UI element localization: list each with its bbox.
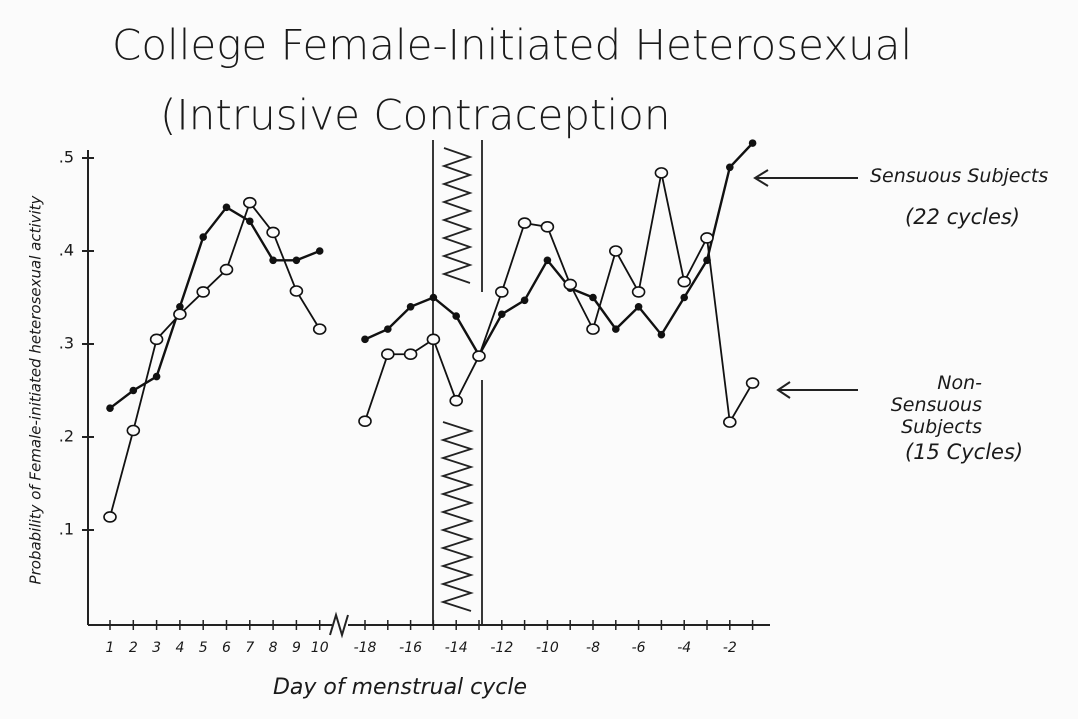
- chart: College Female-Initiated Heterosexual (I…: [0, 0, 1078, 719]
- axis-break: [330, 615, 348, 635]
- x-tick-label: -2: [723, 640, 737, 656]
- point: [197, 287, 209, 297]
- axes: [88, 150, 770, 635]
- x-tick-label: 2: [129, 640, 138, 656]
- point: [384, 325, 392, 333]
- point: [610, 246, 622, 256]
- point: [724, 417, 736, 427]
- series-line: [110, 203, 320, 517]
- point: [452, 312, 460, 320]
- point: [519, 218, 531, 228]
- x-tick-label: 6: [222, 640, 231, 656]
- point: [749, 139, 757, 147]
- y-axis-label: Probability of Female-initiated heterose…: [27, 194, 45, 584]
- point: [498, 310, 506, 318]
- x-tick-label: 3: [152, 640, 161, 656]
- point: [127, 425, 139, 435]
- point: [151, 334, 163, 344]
- x-tick-label: -6: [632, 640, 646, 656]
- point: [635, 303, 643, 311]
- x-tick-label: -14: [445, 640, 468, 656]
- point: [747, 378, 759, 388]
- point: [589, 294, 597, 302]
- y-tick-label: .4: [59, 241, 74, 260]
- point: [314, 324, 326, 334]
- y-tick-label: .2: [59, 427, 74, 446]
- menstruation-band: [433, 140, 482, 625]
- annotation: Sensuous Subjects: [870, 165, 1048, 187]
- x-tick-label: -10: [536, 640, 559, 656]
- chart-subtitle: (Intrusive Contraception: [160, 91, 671, 140]
- point: [680, 294, 688, 302]
- zigzag: [444, 148, 470, 283]
- x-tick-label: -8: [586, 640, 600, 656]
- point: [223, 203, 231, 211]
- y-tick-label: .3: [59, 334, 74, 353]
- point: [405, 349, 417, 359]
- x-tick-label: 10: [311, 640, 329, 656]
- point: [701, 233, 713, 243]
- point: [726, 164, 734, 172]
- x-tick-label: 7: [245, 640, 254, 656]
- chart-title: College Female-Initiated Heterosexual: [112, 21, 912, 70]
- point: [199, 233, 207, 241]
- series-line: [365, 173, 753, 422]
- x-tick-label: -12: [490, 640, 513, 656]
- series-line: [110, 207, 320, 408]
- point: [104, 512, 116, 522]
- point: [361, 336, 369, 344]
- y-tick-label: .1: [59, 520, 74, 539]
- series-line: [365, 143, 753, 355]
- point: [450, 396, 462, 406]
- point: [473, 351, 485, 361]
- point: [267, 227, 279, 237]
- point: [290, 286, 302, 296]
- annotation: Non-Sensuous Subjects: [862, 372, 982, 438]
- point: [541, 222, 553, 232]
- point: [293, 257, 301, 265]
- point: [564, 279, 576, 289]
- point: [658, 331, 666, 339]
- point: [655, 168, 667, 178]
- point: [678, 277, 690, 287]
- point: [407, 303, 415, 311]
- point: [359, 416, 371, 426]
- point: [521, 296, 529, 304]
- x-tick-label: 5: [199, 640, 208, 656]
- point: [382, 349, 394, 359]
- y-tick-label: .5: [59, 148, 74, 167]
- zigzag: [443, 422, 471, 611]
- point: [106, 404, 114, 412]
- point: [633, 287, 645, 297]
- x-tick-label: 9: [292, 640, 301, 656]
- point: [544, 257, 552, 265]
- point: [174, 309, 186, 319]
- point: [430, 294, 438, 302]
- point: [427, 334, 439, 344]
- page: College Female-Initiated Heterosexual (I…: [0, 0, 1078, 719]
- point: [496, 287, 508, 297]
- point: [244, 198, 256, 208]
- arrows: [755, 170, 858, 398]
- point: [221, 265, 233, 275]
- x-axis-label: Day of menstrual cycle: [273, 675, 527, 700]
- point: [269, 257, 277, 265]
- x-tick-label: 1: [106, 640, 115, 656]
- annotation: (15 Cycles): [905, 440, 1023, 464]
- point: [612, 325, 620, 333]
- x-tick-label: 4: [175, 640, 184, 656]
- point: [130, 387, 138, 395]
- point: [153, 373, 161, 381]
- x-tick-label: -4: [677, 640, 691, 656]
- point: [316, 247, 324, 255]
- annotation: (22 cycles): [905, 205, 1020, 229]
- x-tick-label: 8: [269, 640, 278, 656]
- x-tick-label: -16: [399, 640, 422, 656]
- point: [246, 217, 254, 225]
- x-tick-label: -18: [354, 640, 377, 656]
- point: [587, 324, 599, 334]
